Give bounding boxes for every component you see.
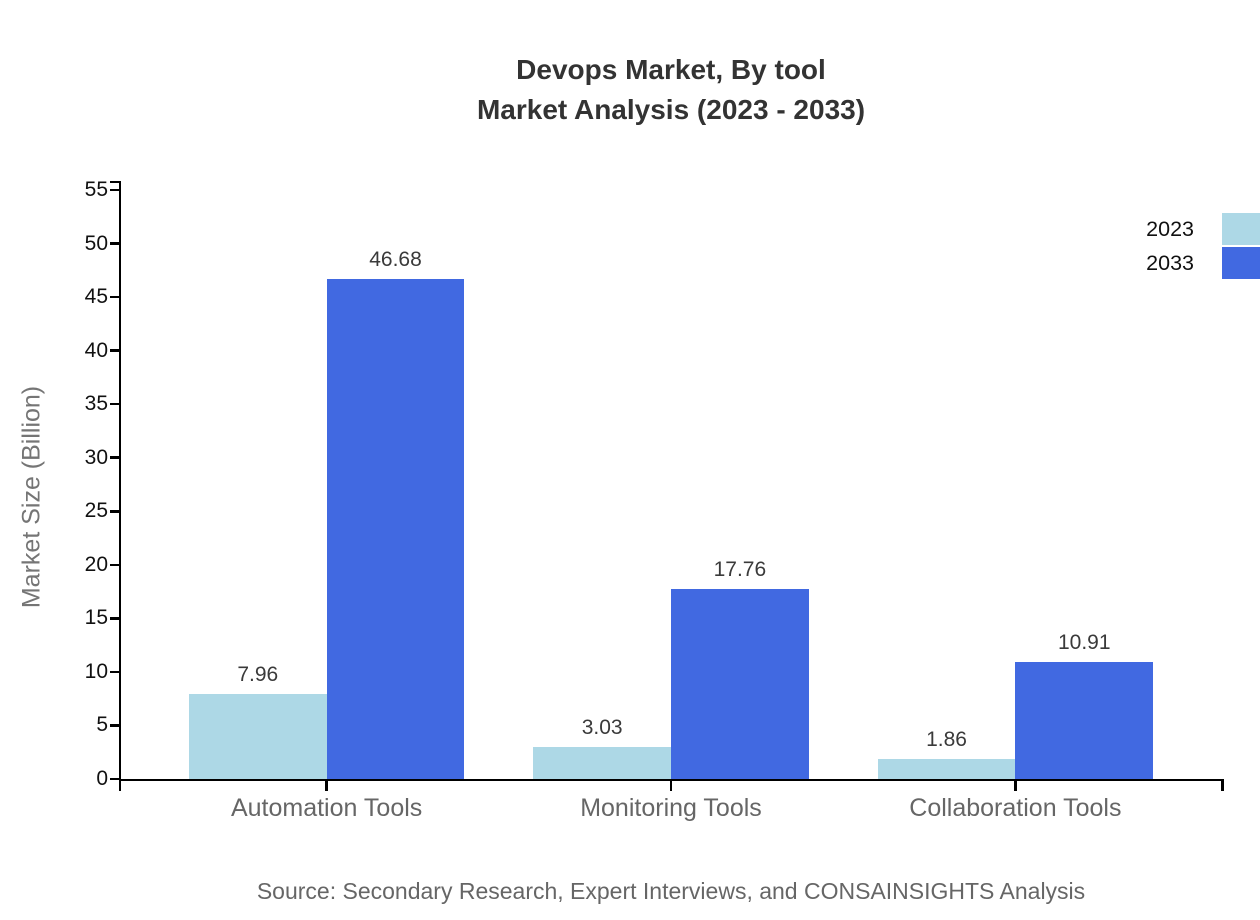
y-tick-label: 35 [84, 392, 108, 416]
y-tick [110, 510, 119, 513]
bar-2033-automation-tools [326, 279, 465, 779]
y-tick [110, 777, 119, 781]
chart-title-line1: Devops Market, By tool [516, 54, 826, 85]
source-text: Source: Secondary Research, Expert Inter… [256, 878, 1086, 904]
legend-label-2033: 2033 [1146, 250, 1194, 275]
category-label-monitoring-tools: Monitoring Tools [580, 794, 762, 822]
y-tick [110, 563, 119, 567]
bar-value-label-2023-monitoring-tools: 3.03 [581, 715, 623, 739]
bar-2023-monitoring-tools [533, 746, 671, 779]
y-tick-label: 15 [84, 606, 108, 630]
y-tick-label: 20 [84, 552, 108, 576]
x-tick-monitoring-tools [669, 780, 673, 791]
bar-value-label-2033-collaboration-tools: 10.91 [1057, 631, 1111, 655]
y-tick [110, 402, 119, 406]
legend: 2023 2033 [1040, 212, 1260, 280]
bar-value-label-2023-automation-tools: 7.96 [237, 662, 279, 686]
legend-swatch-2033 [1222, 247, 1260, 279]
y-tick [110, 349, 119, 352]
legend-item-2023: 2023 [1040, 212, 1260, 246]
x-tick-automation-tools [325, 780, 328, 791]
legend-swatch-2023 [1222, 213, 1260, 245]
bar-2023-collaboration-tools [877, 759, 1016, 779]
x-tick-collaboration-tools [1014, 780, 1017, 791]
bar-value-label-2023-collaboration-tools: 1.86 [926, 728, 967, 752]
bar-2033-collaboration-tools [1015, 662, 1154, 779]
y-tick-label: 45 [84, 285, 108, 309]
plot-area: 0 5 10 15 20 25 30 35 40 45 50 55 Automation Tools 7.… [85, 178, 1224, 822]
category-label-collaboration-tools: Collaboration Tools [909, 794, 1122, 822]
y-tick [110, 188, 119, 192]
chart-title-line2: Market Analysis (2023 - 2033) [476, 94, 866, 125]
y-tick [110, 242, 119, 245]
x-axis-right-end-tick [1221, 780, 1224, 791]
y-tick-label: 5 [96, 713, 108, 737]
y-tick [110, 295, 119, 299]
legend-label-2023: 2023 [1146, 216, 1194, 241]
bar-2033-monitoring-tools [671, 588, 809, 779]
y-axis-end-tick [110, 180, 119, 184]
y-tick [110, 617, 119, 620]
x-axis-line [118, 778, 1224, 781]
chart-title: Devops Market, By tool Market Analysis (… [120, 50, 1222, 130]
y-tick-label: 30 [84, 445, 108, 469]
category-label-automation-tools: Automation Tools [230, 794, 423, 822]
y-tick-label: 0 [96, 767, 108, 790]
y-tick-label: 40 [84, 338, 108, 362]
bar-value-label-2033-monitoring-tools: 17.76 [713, 557, 767, 581]
y-tick-label: 25 [84, 499, 108, 523]
y-tick-label: 55 [84, 178, 108, 201]
x-axis-left-end-tick [118, 780, 121, 791]
legend-item-2033: 2033 [1040, 246, 1260, 280]
bar-value-label-2033-automation-tools: 46.68 [369, 248, 422, 272]
y-tick [110, 670, 119, 674]
bar-2023-automation-tools [188, 693, 327, 779]
y-tick-label: 50 [84, 231, 108, 255]
y-tick [110, 724, 119, 727]
y-axis-line [118, 180, 121, 780]
y-tick [110, 456, 119, 459]
y-tick-label: 10 [84, 659, 108, 683]
